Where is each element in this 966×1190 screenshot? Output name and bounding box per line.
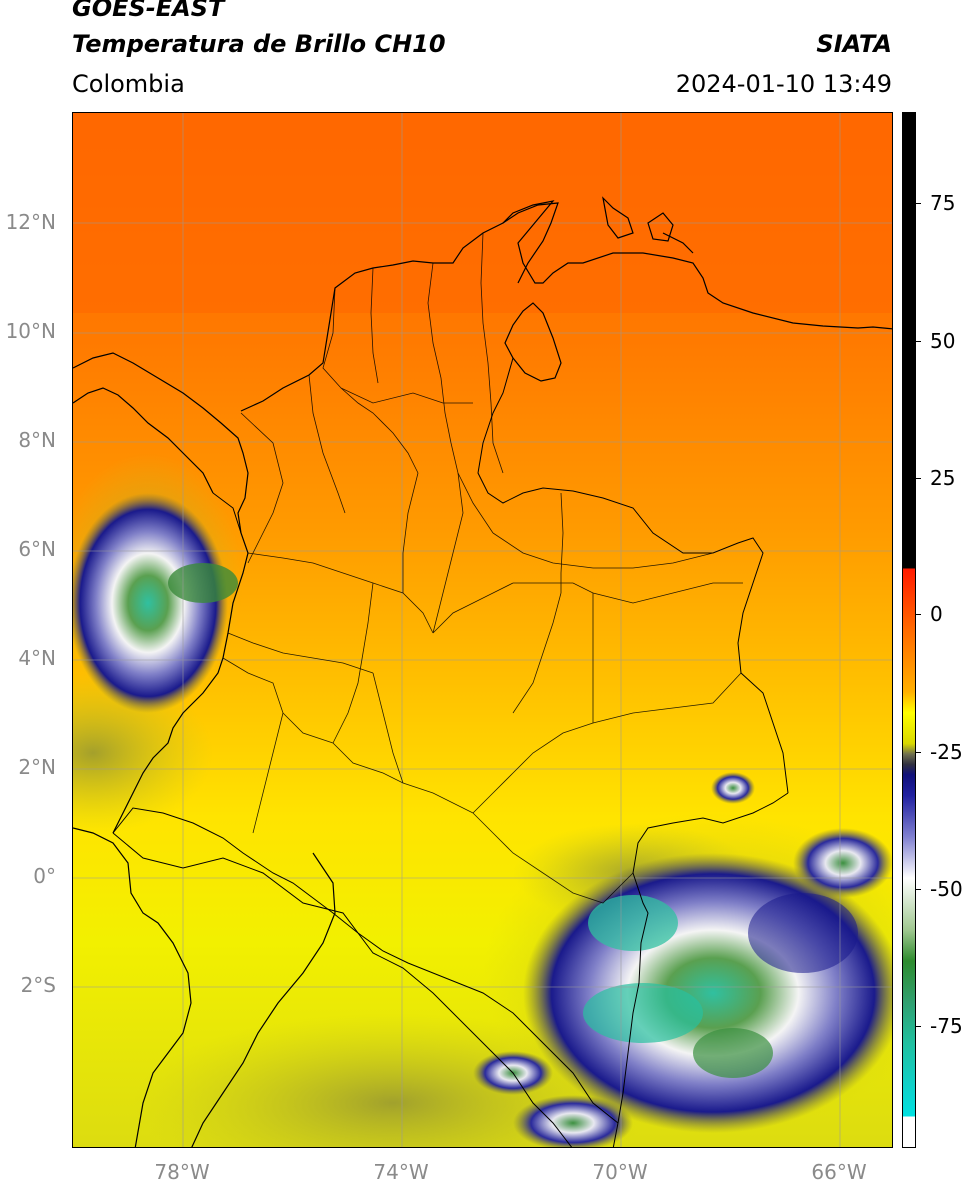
cold-core-1	[588, 895, 678, 951]
product-title: Temperatura de Brillo CH10	[72, 30, 446, 58]
lat-label-4n: 4°N	[18, 646, 56, 670]
lat-label-2s: 2°S	[20, 973, 56, 997]
region-label: Colombia	[72, 70, 185, 98]
colorbar-tick-mark	[916, 341, 921, 342]
colorbar-label-25: 25	[930, 466, 956, 490]
lat-label-12n: 12°N	[5, 210, 56, 234]
warm-band	[73, 113, 892, 313]
colorbar-tick-mark	[916, 1026, 921, 1027]
colorbar-tick-mark	[916, 889, 921, 890]
colorbar-tick-mark	[916, 614, 921, 615]
olive-patch-west	[73, 673, 213, 833]
coastlines	[73, 196, 892, 1147]
lon-label-74w: 74°W	[373, 1160, 429, 1184]
colorbar-tick-mark	[916, 478, 921, 479]
map-canvas	[73, 113, 892, 1147]
colorbar-label-50: 50	[930, 329, 956, 353]
satellite-map[interactable]	[72, 112, 893, 1148]
colorbar-tick-mark	[916, 752, 921, 753]
colorbar	[902, 112, 916, 1148]
colorbar-label-0: 0	[930, 602, 943, 626]
lon-label-66w: 66°W	[811, 1160, 867, 1184]
deep-convection-east	[748, 893, 858, 973]
lat-label-10n: 10°N	[5, 319, 56, 343]
colorbar-label-minus50: -50	[930, 877, 963, 901]
lat-label-8n: 8°N	[18, 428, 56, 452]
cold-core-pacific	[168, 563, 238, 603]
agency-label: SIATA	[816, 30, 892, 58]
colorbar-tick-mark	[916, 203, 921, 204]
colorbar-label-75: 75	[930, 191, 956, 215]
cloud-cell-south	[513, 1095, 633, 1147]
lon-label-78w: 78°W	[154, 1160, 210, 1184]
timestamp-label: 2024-01-10 13:49	[675, 70, 892, 98]
cloud-cell-east	[793, 828, 892, 898]
cloud-cell-small	[711, 772, 755, 804]
satellite-title: GOES-EAST	[72, 0, 225, 22]
lat-label-0: 0°	[33, 864, 56, 888]
colorbar-label-minus75: -75	[930, 1014, 963, 1038]
lat-label-2n: 2°N	[18, 755, 56, 779]
colorbar-gradient	[903, 113, 915, 1147]
lon-label-70w: 70°W	[592, 1160, 648, 1184]
graticule	[73, 113, 892, 1147]
cold-core-3	[693, 1028, 773, 1078]
colorbar-label-minus25: -25	[930, 740, 963, 764]
cloud-cluster-pacific	[73, 493, 228, 713]
department-borders	[222, 232, 743, 904]
lat-label-6n: 6°N	[18, 537, 56, 561]
cold-core-2	[583, 983, 703, 1043]
